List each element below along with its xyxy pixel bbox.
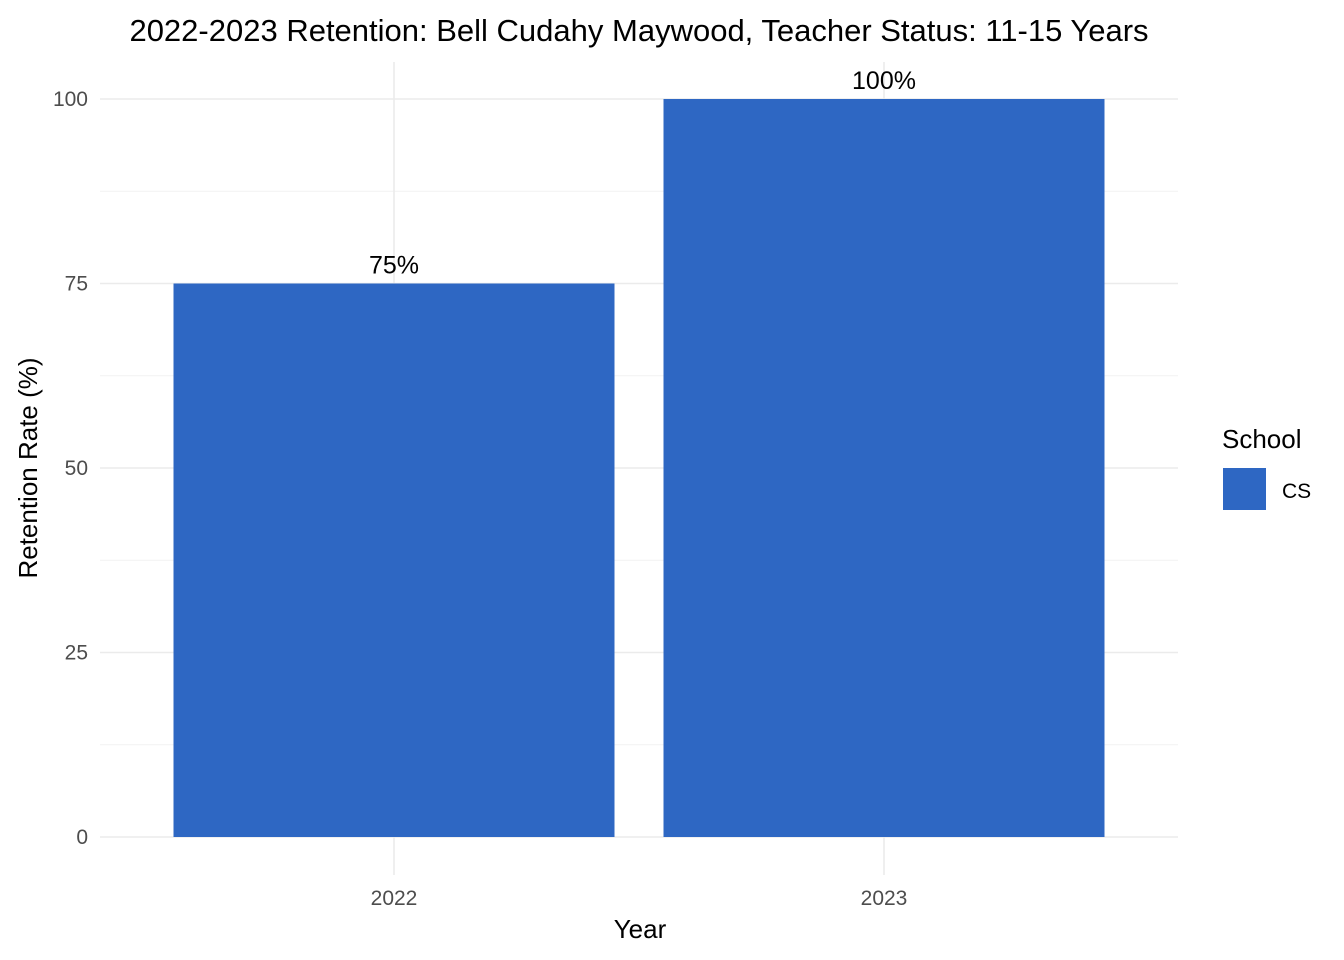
legend: School CS [1222,424,1311,510]
bar-value-label: 100% [852,67,916,95]
legend-swatch [1223,468,1266,510]
chart-title: 2022-2023 Retention: Bell Cudahy Maywood… [129,13,1148,48]
x-axis-title: Year [614,914,667,944]
y-axis-title: Retention Rate (%) [13,357,43,578]
y-tick-label: 50 [65,457,88,480]
bar-value-label: 75% [369,252,419,280]
y-axis-ticks: 0 25 50 75 100 [53,88,88,849]
bar-2023 [663,99,1105,837]
bar-2022 [173,283,615,837]
x-tick-label: 2023 [861,887,908,910]
y-tick-label: 75 [65,273,88,296]
legend-label: CS [1282,480,1311,503]
y-tick-label: 0 [76,826,88,849]
legend-title: School [1222,424,1302,454]
x-axis-ticks: 2022 2023 [371,887,908,910]
y-tick-label: 25 [65,642,88,665]
x-tick-label: 2022 [371,887,418,910]
data-labels: 75% 100% [369,67,916,280]
y-tick-label: 100 [53,88,88,111]
bars [173,99,1105,837]
